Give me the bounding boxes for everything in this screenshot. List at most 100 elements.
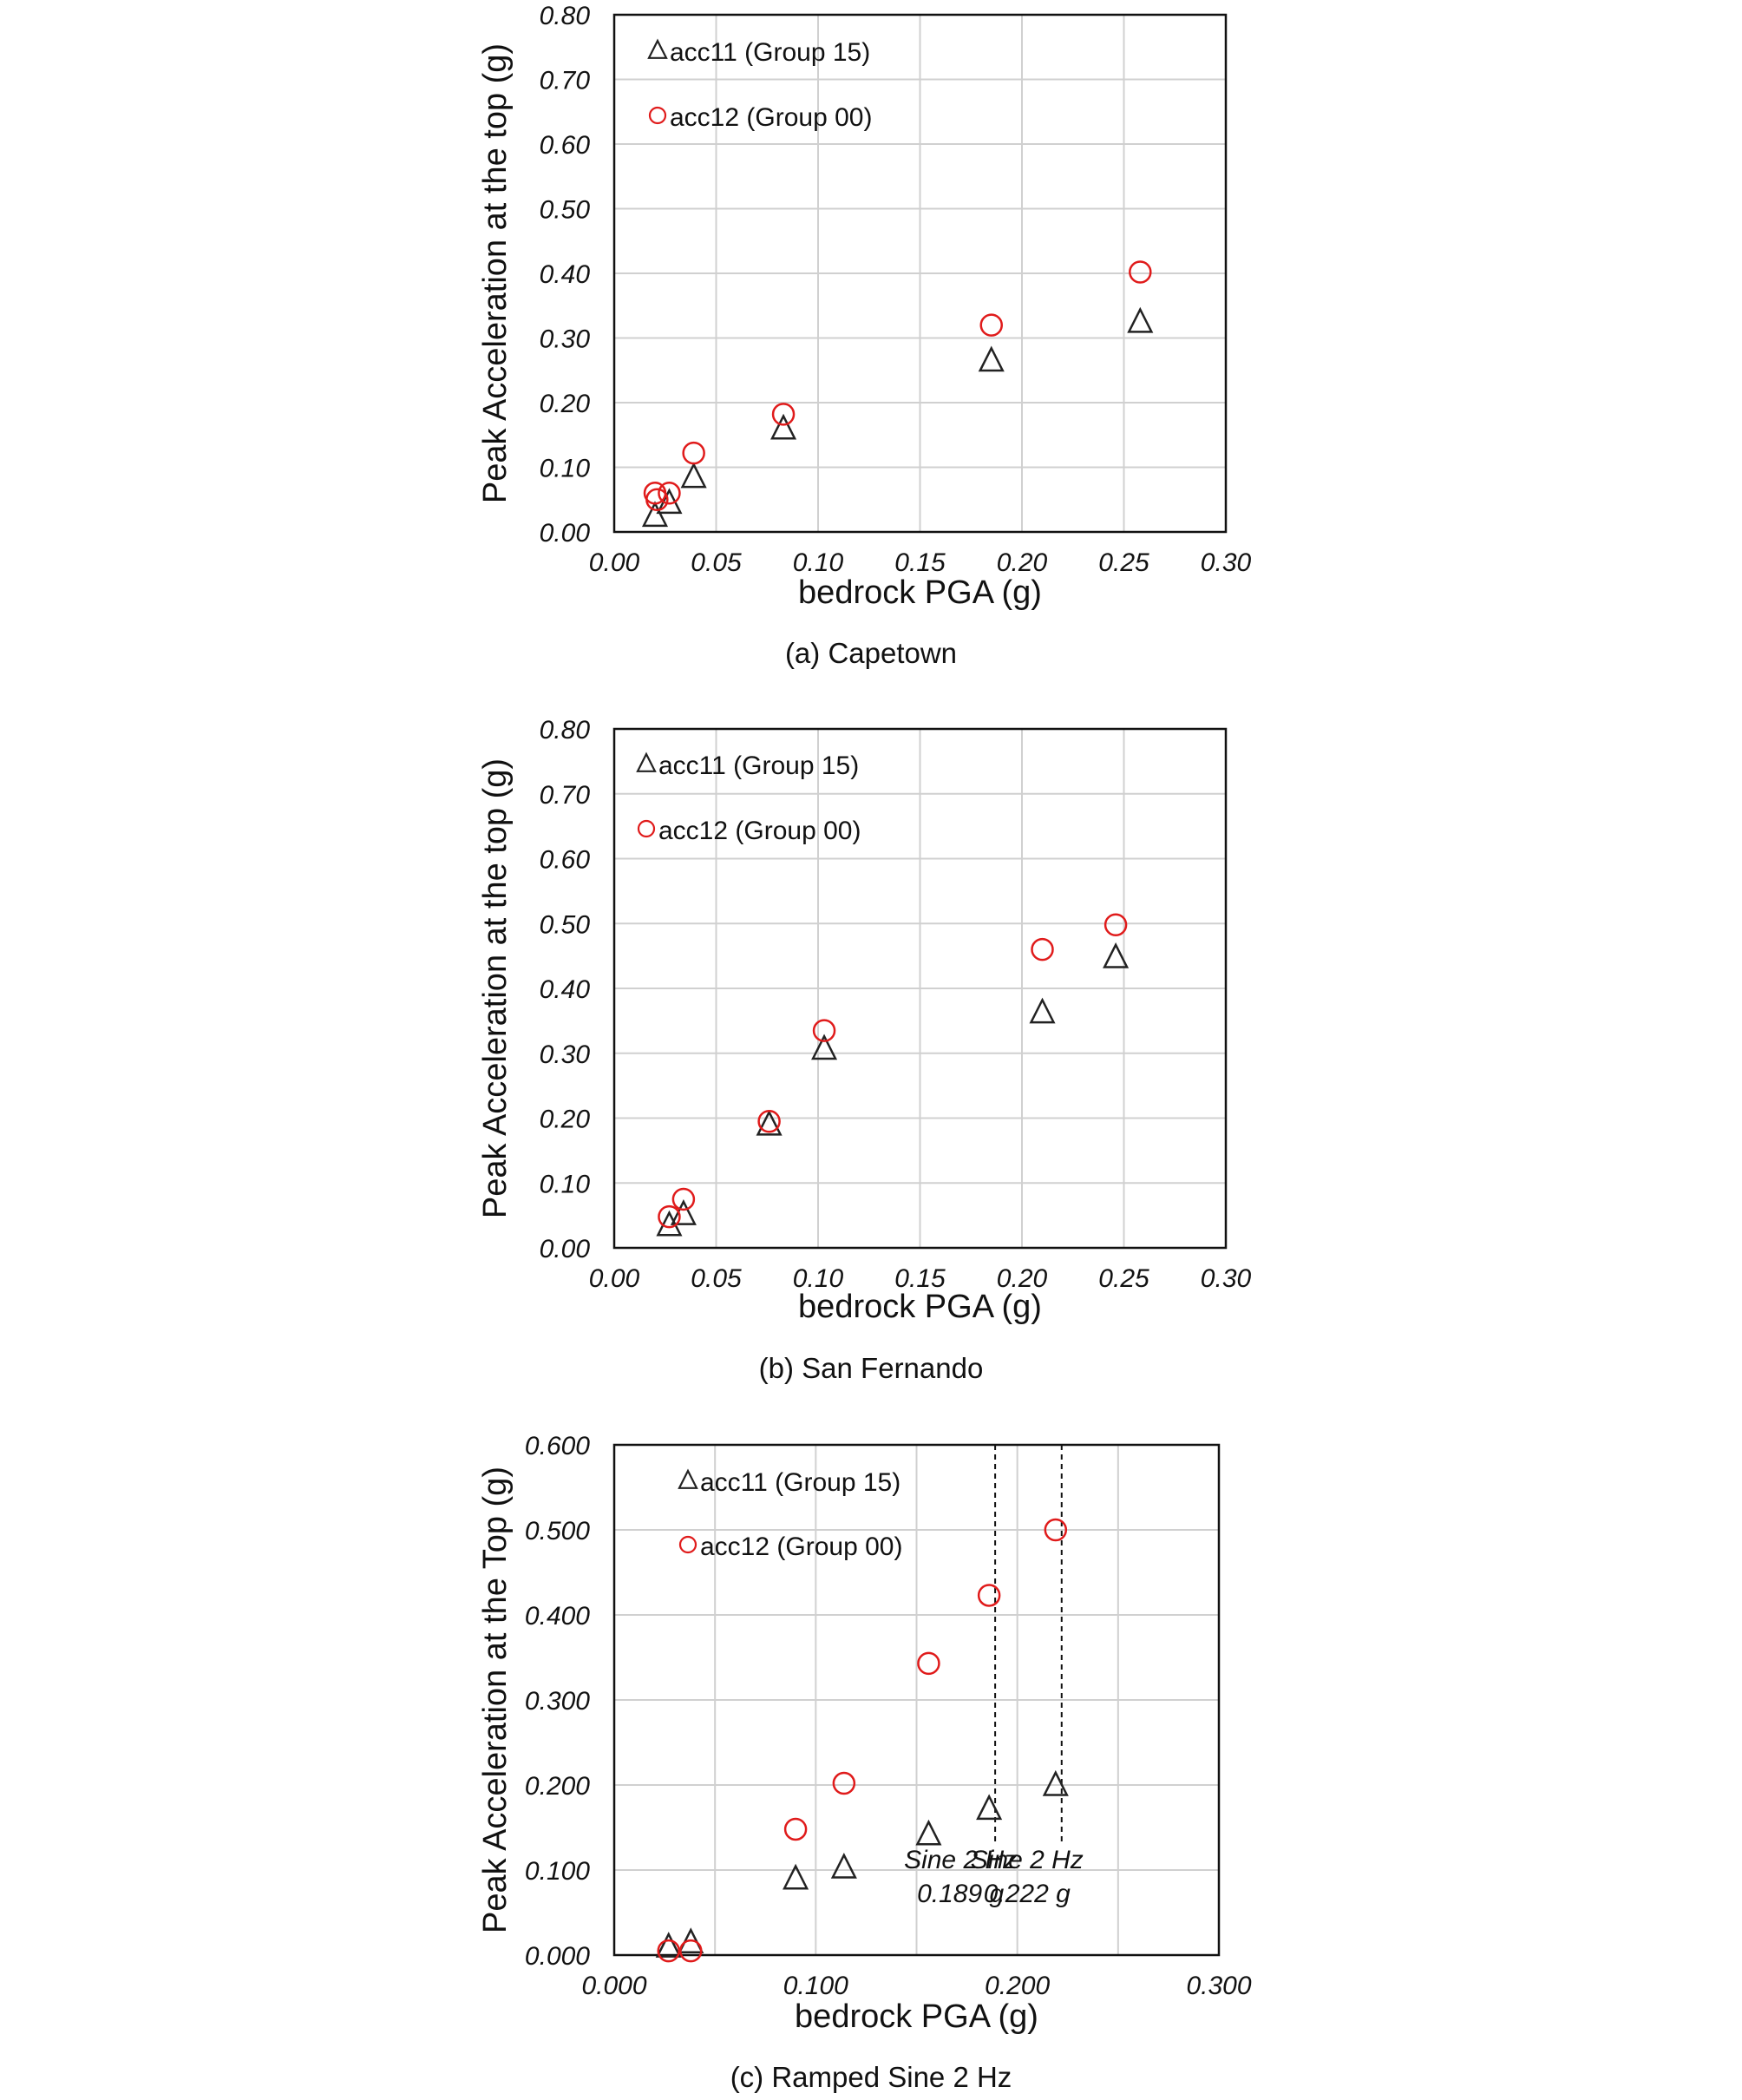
x-tick-label: 0.25 bbox=[1098, 1264, 1149, 1293]
x-tick-label: 0.30 bbox=[1201, 1264, 1252, 1293]
x-tick-label: 0.05 bbox=[691, 548, 742, 577]
y-tick-label: 0.40 bbox=[540, 975, 591, 1004]
x-tick-label: 0.00 bbox=[589, 548, 640, 577]
data-point-triangle bbox=[811, 1034, 838, 1060]
legend: acc11 (Group 15) acc12 (Group 00) bbox=[647, 38, 872, 132]
figure-caption: (a) Capetown bbox=[785, 637, 957, 669]
y-tick-label: 0.600 bbox=[525, 1432, 590, 1460]
data-point-circle bbox=[977, 1584, 1001, 1607]
x-tick-label: 0.20 bbox=[997, 1264, 1048, 1293]
x-axis-label: bedrock PGA (g) bbox=[798, 574, 1042, 611]
y-axis-label: Peak Acceleration at the Top (g) bbox=[477, 1467, 514, 1933]
data-point-triangle bbox=[680, 462, 707, 489]
y-tick-label: 0.10 bbox=[540, 455, 591, 483]
data-point-triangle bbox=[641, 501, 669, 528]
data-point-circle bbox=[832, 1771, 856, 1795]
y-tick-label: 0.50 bbox=[540, 910, 591, 939]
data-point-triangle bbox=[1127, 306, 1154, 333]
y-tick-label: 0.40 bbox=[540, 260, 591, 289]
annotation-value: 0.189 g bbox=[917, 1880, 1004, 1908]
data-point-circle bbox=[658, 482, 681, 505]
y-tick-label: 0.20 bbox=[540, 1106, 591, 1134]
y-tick-label: 0.200 bbox=[525, 1772, 590, 1801]
data-point-circle bbox=[1103, 913, 1128, 936]
x-tick-label: 0.00 bbox=[589, 1264, 640, 1293]
data-point-triangle bbox=[976, 1794, 1003, 1821]
plot-frame bbox=[612, 1443, 1221, 1957]
x-tick-label: 0.100 bbox=[783, 1972, 848, 2000]
legend-label: acc12 (Group 00) bbox=[700, 1532, 902, 1561]
chart-panel-3: 0.000 0.100 0.200 0.300 0.000 0.100 0.200 0.300… bbox=[477, 1432, 1252, 2093]
x-tick-label: 0.25 bbox=[1098, 548, 1149, 577]
legend-label: acc12 (Group 00) bbox=[670, 103, 872, 132]
data-point-circle bbox=[671, 1187, 696, 1211]
data-point-triangle bbox=[655, 1932, 682, 1958]
y-tick-label: 0.00 bbox=[540, 1235, 591, 1263]
x-tick-label: 0.10 bbox=[793, 548, 844, 577]
data-point-circle bbox=[783, 1817, 808, 1841]
data-point-triangle bbox=[1029, 997, 1056, 1024]
data-point-triangle bbox=[1103, 942, 1130, 968]
data-point-triangle bbox=[783, 1863, 809, 1890]
y-tick-label: 0.60 bbox=[540, 131, 591, 160]
y-axis-label: Peak Acceleration at the top (g) bbox=[477, 43, 514, 503]
y-tick-label: 0.400 bbox=[525, 1602, 590, 1631]
annotation-label: Sine 2 Hz bbox=[904, 1846, 1017, 1874]
y-tick-label: 0.50 bbox=[540, 196, 591, 225]
y-tick-label: 0.00 bbox=[540, 519, 591, 548]
data-point-triangle bbox=[756, 1109, 783, 1136]
x-tick-label: 0.30 bbox=[1201, 548, 1252, 577]
data-point-circle bbox=[1129, 260, 1152, 284]
data-point-triangle bbox=[978, 345, 1005, 372]
data-point-circle bbox=[658, 1204, 681, 1229]
data-point-circle bbox=[979, 313, 1003, 337]
legend-triangle-icon bbox=[678, 1468, 698, 1489]
y-tick-label: 0.10 bbox=[540, 1170, 591, 1198]
x-tick-label: 0.15 bbox=[894, 548, 946, 577]
data-point-circle bbox=[679, 1939, 703, 1963]
y-tick-label: 0.100 bbox=[525, 1857, 590, 1886]
legend-circle-icon bbox=[678, 1535, 697, 1554]
x-tick-label: 0.05 bbox=[691, 1264, 742, 1293]
legend-label: acc11 (Group 15) bbox=[658, 751, 859, 780]
x-axis-label: bedrock PGA (g) bbox=[798, 1289, 1042, 1325]
y-tick-label: 0.80 bbox=[540, 716, 591, 745]
data-point-circle bbox=[757, 1109, 781, 1133]
chart-panel-2: 0.00 0.05 0.10 0.15 0.20 0.25 0.30 0.00 0.10 0.20… bbox=[477, 716, 1252, 1384]
data-point-triangle bbox=[770, 413, 797, 440]
legend: acc11 (Group 15) acc12 (Group 00) bbox=[636, 751, 861, 845]
data-point-circle bbox=[812, 1019, 836, 1042]
legend-label: acc12 (Group 00) bbox=[658, 817, 861, 845]
y-tick-label: 0.30 bbox=[540, 1040, 591, 1069]
chart-panel-1: 0.00 0.05 0.10 0.15 0.20 0.25 0.30 0.00 0.10 0.20… bbox=[477, 2, 1252, 669]
y-tick-label: 0.500 bbox=[525, 1517, 590, 1545]
plot-frame bbox=[612, 727, 1228, 1250]
y-tick-label: 0.20 bbox=[540, 390, 591, 418]
y-tick-label: 0.300 bbox=[525, 1687, 590, 1716]
data-point-circle bbox=[917, 1651, 940, 1676]
x-tick-label: 0.15 bbox=[894, 1264, 946, 1293]
figure-caption: (b) San Fernando bbox=[759, 1352, 984, 1384]
figure-caption: (c) Ramped Sine 2 Hz bbox=[730, 2061, 1012, 2093]
y-tick-label: 0.30 bbox=[540, 325, 591, 354]
data-point-triangle bbox=[1042, 1769, 1069, 1796]
y-tick-label: 0.70 bbox=[540, 67, 591, 95]
annotation-value: 0.222 g bbox=[984, 1880, 1071, 1908]
x-tick-label: 0.000 bbox=[581, 1972, 646, 2000]
y-tick-label: 0.60 bbox=[540, 846, 591, 875]
data-point-triangle bbox=[915, 1819, 942, 1846]
plot-frame bbox=[612, 13, 1228, 534]
y-axis-label: Peak Acceleration at the top (g) bbox=[477, 758, 514, 1218]
data-point-circle bbox=[682, 441, 705, 465]
x-tick-label: 0.300 bbox=[1186, 1972, 1251, 2000]
y-tick-label: 0.70 bbox=[540, 781, 591, 810]
x-tick-label: 0.20 bbox=[997, 548, 1048, 577]
data-point-circle bbox=[771, 403, 796, 426]
legend: acc11 (Group 15) acc12 (Group 00) bbox=[678, 1468, 902, 1561]
legend-label: acc11 (Group 15) bbox=[700, 1468, 900, 1497]
data-point-triangle bbox=[830, 1852, 857, 1879]
y-tick-label: 0.000 bbox=[525, 1942, 590, 1971]
annotation-label: Sine 2 Hz bbox=[971, 1846, 1084, 1874]
legend-circle-icon bbox=[648, 106, 667, 125]
